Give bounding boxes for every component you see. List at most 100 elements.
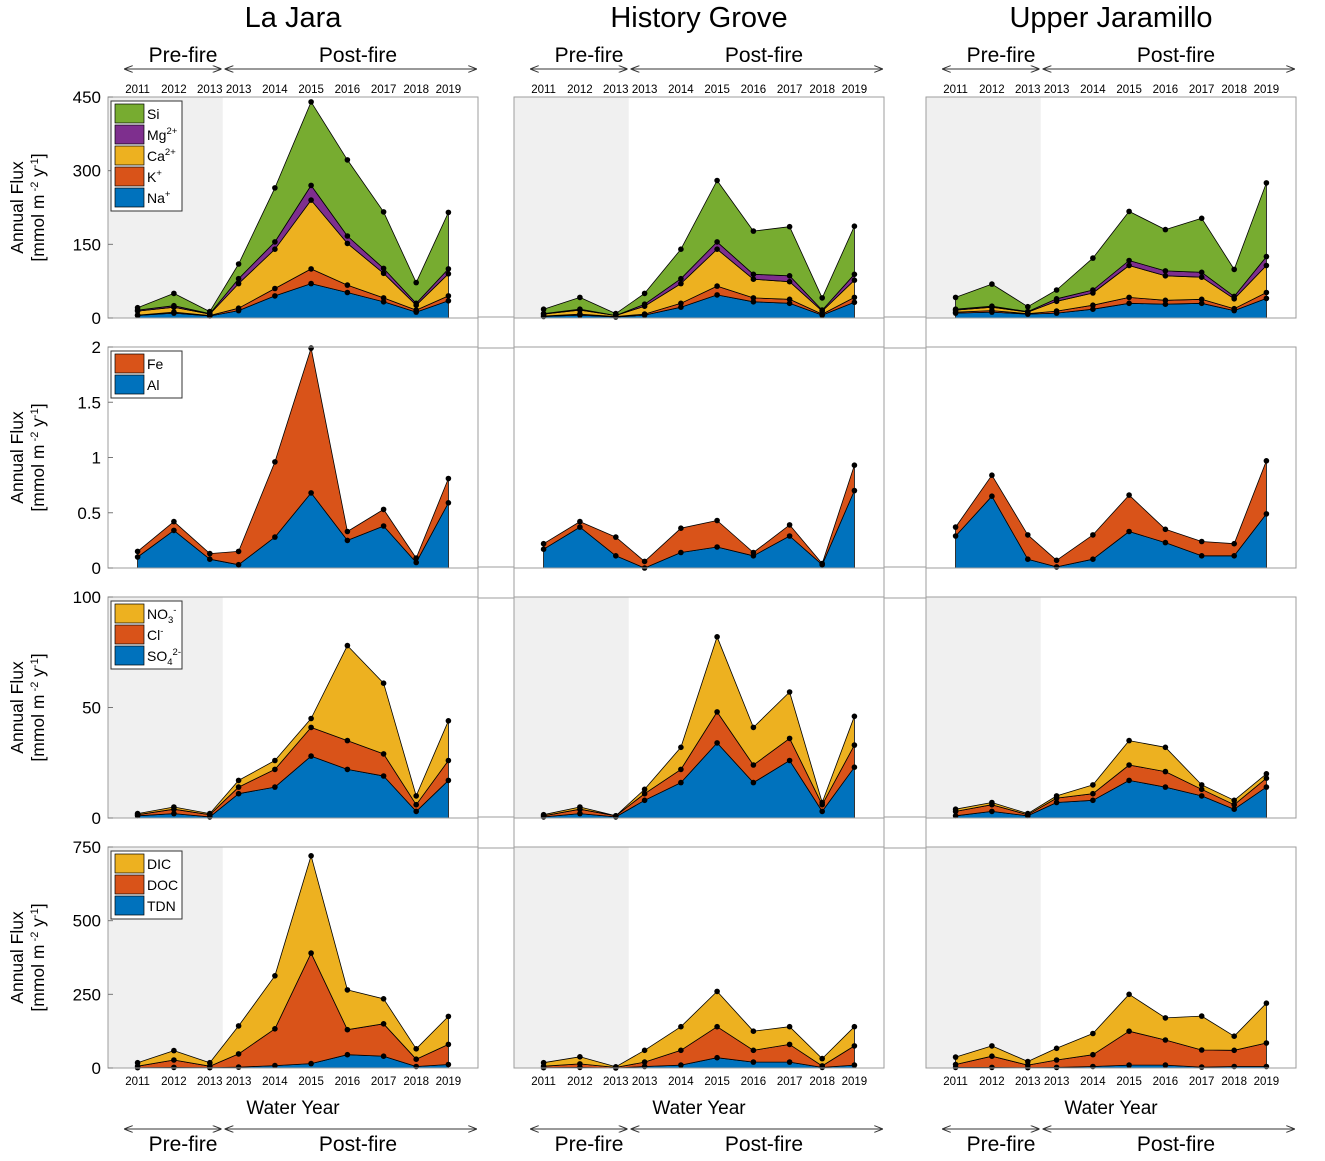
- data-point-dic: [445, 1013, 452, 1020]
- panel-connector: [477, 316, 515, 349]
- data-point-dic: [1198, 1013, 1205, 1019]
- postfire-label: Post-fire: [1137, 44, 1215, 67]
- data-point-dic: [134, 1059, 141, 1066]
- data-point-mg: [380, 265, 387, 272]
- data-point-al: [207, 556, 213, 562]
- data-point-mg: [445, 266, 452, 272]
- data-point-si: [134, 304, 141, 311]
- data-point-no: [207, 810, 213, 817]
- data-point-dic: [714, 988, 720, 995]
- data-point-si: [750, 228, 757, 234]
- prefire-shading: [926, 597, 1041, 818]
- data-point-fe: [1162, 526, 1169, 533]
- year-tick-label: 2011: [125, 84, 150, 96]
- year-tick-label: 2012: [567, 1076, 593, 1088]
- site-title-2: Upper Jaramillo: [1009, 2, 1212, 34]
- data-point-dic: [786, 1023, 793, 1030]
- year-tick-label: 2013: [1015, 84, 1041, 96]
- data-point-k: [445, 293, 452, 299]
- year-tick-label: 2011: [125, 1076, 150, 1088]
- data-point-dic: [989, 1043, 995, 1049]
- data-point-doc: [577, 1061, 583, 1067]
- data-point-so: [272, 784, 278, 790]
- data-point-na: [750, 299, 757, 305]
- year-tick-label: 2013: [1044, 1076, 1070, 1088]
- data-point-cl: [235, 784, 242, 790]
- data-point-si: [577, 294, 583, 301]
- data-point-mg: [540, 310, 547, 317]
- data-point-al: [272, 534, 278, 540]
- data-point-fe: [952, 524, 959, 530]
- y-tick-label: 150: [73, 235, 101, 254]
- data-point-cl: [344, 737, 351, 744]
- data-point-al: [1263, 511, 1270, 517]
- data-point-cl: [1198, 786, 1205, 793]
- row-carbon-and-nitrogen: Annual Flux [mmol m -2 y-1]0250500750DICD…: [7, 838, 1297, 1078]
- legend-swatch: [114, 645, 145, 666]
- data-point-si: [207, 308, 213, 315]
- data-point-so: [380, 773, 387, 779]
- year-tick-label: 2013: [632, 84, 658, 96]
- data-point-mg: [678, 275, 684, 282]
- panel-2-0: 0 50 100 NO3-Cl- SO42-: [73, 588, 479, 828]
- year-tick-label: 2014: [262, 1076, 288, 1088]
- legend-label: DOC: [147, 877, 178, 893]
- legend-swatch: [114, 187, 145, 208]
- data-point-so: [1053, 799, 1060, 806]
- data-point-si: [308, 99, 314, 105]
- data-point-tdn: [714, 1054, 720, 1061]
- data-point-k: [308, 266, 314, 272]
- data-point-ca: [1198, 274, 1205, 281]
- data-point-ca: [308, 197, 314, 203]
- data-point-dic: [613, 1064, 619, 1070]
- data-point-si: [1126, 208, 1132, 215]
- year-tick-label: 2019: [842, 1076, 868, 1088]
- legend-swatch: [114, 145, 145, 166]
- data-point-doc: [952, 1061, 959, 1068]
- data-point-mg: [577, 306, 583, 313]
- data-point-si: [678, 246, 684, 252]
- year-tick-label: 2012: [979, 1076, 1005, 1088]
- data-point-si: [989, 281, 995, 287]
- data-point-fe: [1053, 557, 1060, 564]
- data-point-so: [445, 777, 452, 784]
- data-point-al: [540, 546, 547, 552]
- legend-label: DIC: [147, 856, 171, 872]
- data-point-tdn: [1053, 1064, 1060, 1071]
- panel-frame: [107, 96, 479, 319]
- panel-frame: [513, 846, 885, 1069]
- data-point-fe: [750, 549, 757, 556]
- legend-label: SO42-: [147, 647, 181, 668]
- data-point-tdn: [989, 1064, 995, 1071]
- year-tick-label: 2017: [777, 1076, 803, 1088]
- panel-0-0: 0 150 300 450 Si Mg2+ Ca2+ K+ Na+: [73, 88, 479, 328]
- data-point-doc: [445, 1041, 452, 1048]
- data-point-fe: [235, 548, 242, 555]
- data-point-k: [1053, 308, 1060, 314]
- data-point-doc: [272, 1026, 278, 1032]
- data-point-si: [1090, 255, 1096, 261]
- data-point-si: [344, 157, 351, 163]
- data-point-doc: [1162, 1037, 1169, 1043]
- bottom-period-annotations: 2011 2012 2013 2013 2014 2015 2016 2017 2018 2019…: [125, 1076, 1294, 1156]
- data-point-no: [540, 811, 547, 818]
- data-point-doc: [1090, 1051, 1096, 1058]
- row-anions: Annual Flux [mmol m -2 y-1] 0 50 100 NO3-Cl- S…: [7, 588, 1297, 849]
- data-point-fe: [207, 550, 213, 557]
- data-point-si: [1025, 303, 1031, 310]
- data-point-cl: [714, 709, 720, 715]
- data-point-tdn: [1198, 1064, 1205, 1070]
- y-tick-label: 0: [92, 309, 101, 328]
- year-tick-label: 2019: [1254, 84, 1280, 96]
- data-point-mg: [344, 233, 351, 239]
- data-point-ca: [1263, 262, 1270, 269]
- data-point-al: [1198, 553, 1205, 559]
- year-tick-label: 2018: [403, 1076, 429, 1088]
- data-point-al: [613, 553, 619, 559]
- data-point-k: [714, 283, 720, 289]
- postfire-label: Post-fire: [725, 44, 803, 67]
- data-point-cl: [1263, 775, 1270, 781]
- data-point-ca: [1162, 273, 1169, 279]
- data-point-dic: [171, 1047, 177, 1054]
- y-axis-title: Annual Flux [mmol m -2 y-1]: [7, 403, 48, 511]
